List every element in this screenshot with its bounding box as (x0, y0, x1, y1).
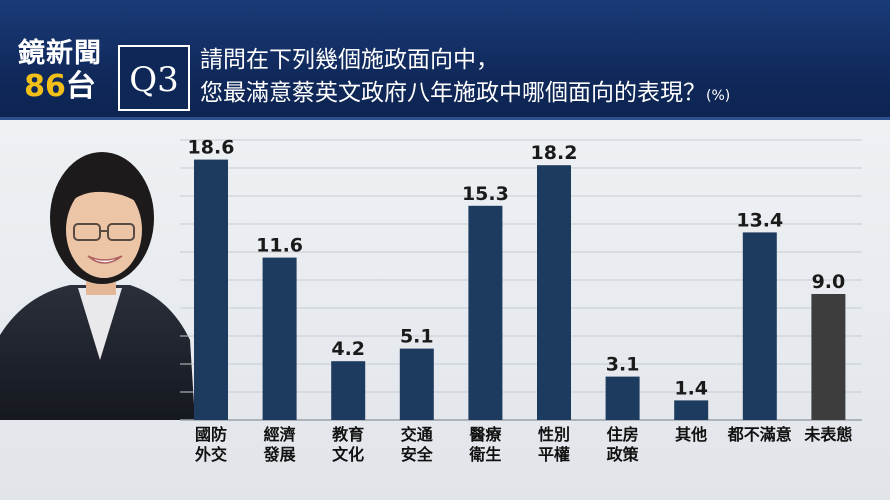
bar (399, 348, 434, 420)
brand-name: 鏡新聞 (18, 38, 102, 69)
category-label: 未表態 (783, 425, 873, 445)
bar (468, 205, 503, 420)
channel-logo: 鏡新聞 86台 (10, 38, 110, 104)
bar (331, 361, 366, 420)
category-label-line: 交通 (400, 425, 433, 444)
category-label: 交通 安全 (372, 425, 462, 465)
category-label: 都不滿意 (715, 425, 805, 445)
category-label-line: 住房 (606, 425, 639, 444)
category-label: 醫療 衛生 (440, 425, 530, 465)
category-label: 經濟 發展 (235, 425, 325, 465)
channel-num: 86 (24, 69, 66, 104)
category-label-line: 都不滿意 (727, 425, 792, 444)
question-line-1: 請問在下列幾個施政面向中， (200, 47, 499, 73)
data-label: 9.0 (812, 271, 846, 293)
channel-number: 86台 (10, 70, 110, 104)
category-label-line: 衛生 (469, 445, 502, 464)
bar (742, 232, 777, 420)
category-label-line: 外交 (194, 445, 227, 464)
category-label-line: 教育 (332, 425, 365, 444)
portrait-photo (0, 152, 195, 420)
data-label: 5.1 (400, 326, 434, 348)
bar (674, 400, 709, 420)
category-label-line: 經濟 (263, 425, 296, 444)
data-label: 18.2 (531, 142, 578, 164)
question-text: 請問在下列幾個施政面向中， 您最滿意蔡英文政府八年施政中哪個面向的表現？(%) (200, 44, 730, 113)
question-unit: (%) (706, 88, 731, 104)
question-line-2: 您最滿意蔡英文政府八年施政中哪個面向的表現？(%) (200, 77, 730, 113)
bar (537, 165, 571, 420)
category-label-line: 其他 (675, 425, 708, 444)
bar (194, 159, 228, 420)
category-label: 性別 平權 (509, 425, 599, 465)
bar (262, 257, 297, 420)
bar (605, 376, 640, 420)
category-label-line: 發展 (263, 445, 296, 464)
category-label-line: 政策 (606, 445, 639, 464)
data-label: 18.6 (188, 137, 235, 159)
header-banner: 鏡新聞 86台 Q3 請問在下列幾個施政面向中， 您最滿意蔡英文政府八年施政中哪… (0, 0, 890, 120)
channel-suffix: 台 (65, 69, 96, 104)
category-label-line: 性別 (537, 425, 570, 444)
category-label-line: 未表態 (804, 425, 853, 444)
category-label-line: 平權 (537, 445, 570, 464)
data-label: 1.4 (674, 377, 708, 399)
data-label: 15.3 (462, 183, 509, 205)
data-label: 13.4 (736, 209, 783, 231)
data-label: 4.2 (331, 338, 365, 360)
data-label: 11.6 (256, 235, 303, 257)
category-label: 其他 (646, 425, 736, 445)
question-line-2-text: 您最滿意蔡英文政府八年施政中哪個面向的表現？ (200, 80, 706, 106)
data-label: 3.1 (606, 354, 640, 376)
category-label: 國防 外交 (166, 425, 256, 465)
category-label-line: 國防 (194, 425, 227, 444)
category-label: 教育 文化 (303, 425, 393, 465)
category-label: 住房 政策 (578, 425, 668, 465)
bar (811, 294, 846, 420)
question-number-box: Q3 (118, 45, 190, 111)
category-label-line: 文化 (332, 445, 365, 464)
category-label-line: 醫療 (469, 425, 502, 444)
category-label-line: 安全 (400, 445, 433, 464)
